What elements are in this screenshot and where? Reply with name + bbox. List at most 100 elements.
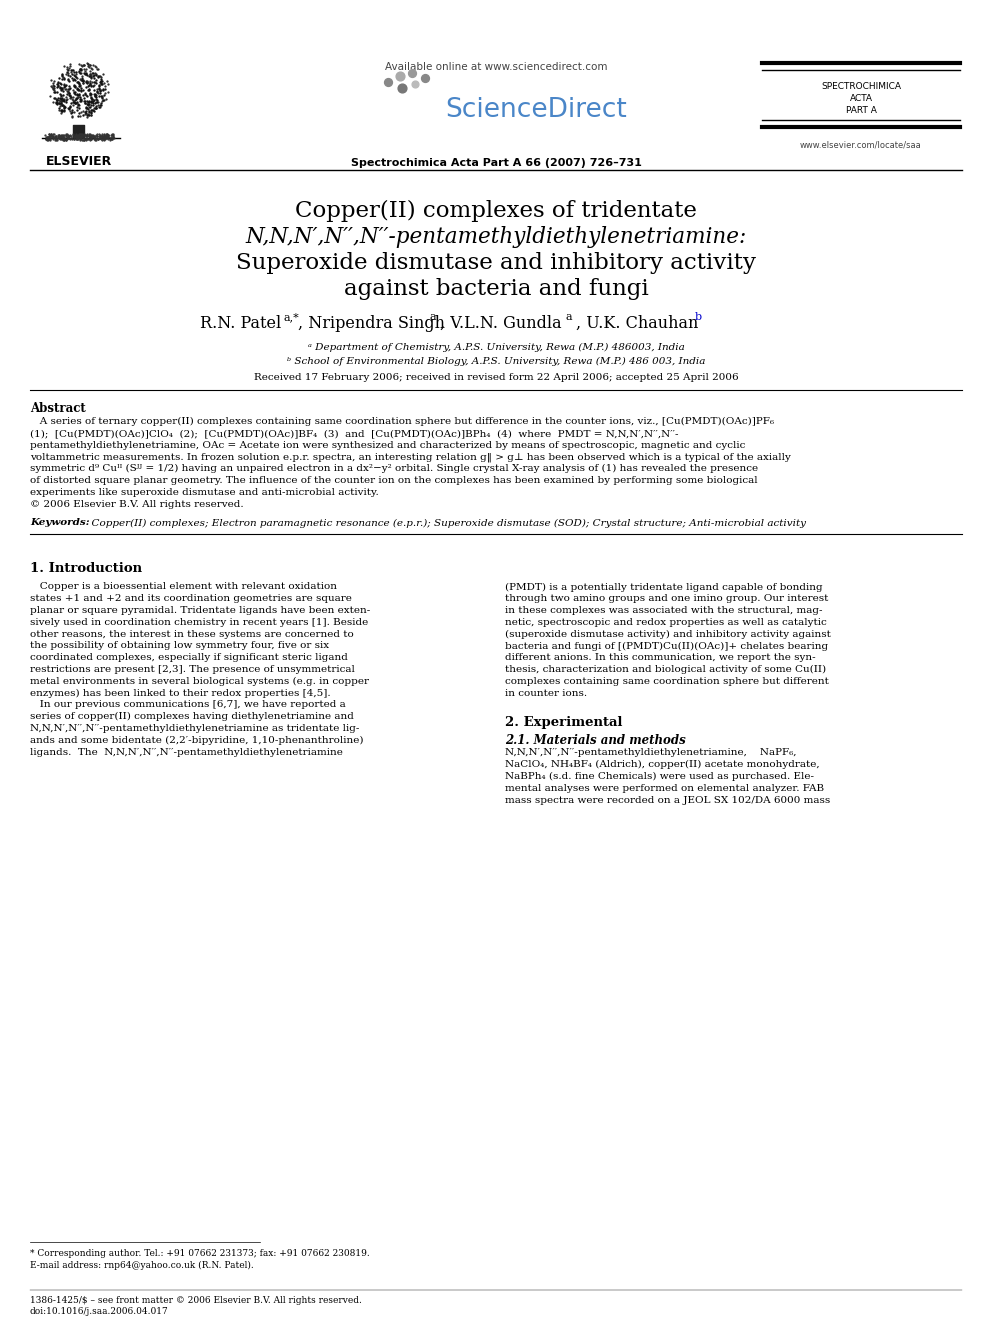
Point — [44, 126, 60, 147]
Point — [73, 89, 89, 110]
Text: doi:10.1016/j.saa.2006.04.017: doi:10.1016/j.saa.2006.04.017 — [30, 1307, 169, 1316]
Point — [82, 57, 98, 78]
Point — [93, 94, 109, 115]
Point — [56, 128, 71, 149]
Point — [65, 87, 81, 108]
Point — [93, 70, 109, 91]
Point — [65, 124, 81, 146]
Point — [104, 124, 120, 146]
Point — [47, 78, 62, 99]
Point — [88, 73, 104, 94]
Point — [65, 95, 81, 116]
Point — [55, 101, 70, 122]
Point — [96, 124, 112, 146]
Point — [82, 130, 98, 151]
Text: voltammetric measurements. In frozen solution e.p.r. spectra, an interesting rel: voltammetric measurements. In frozen sol… — [30, 452, 791, 462]
Point — [83, 83, 99, 105]
Point — [82, 73, 98, 94]
Point — [99, 127, 115, 148]
Point — [99, 124, 115, 146]
Point — [66, 91, 82, 112]
Point — [72, 69, 88, 90]
Point — [66, 126, 82, 147]
Point — [76, 91, 92, 112]
Point — [63, 89, 79, 110]
Point — [52, 87, 67, 108]
Text: * Corresponding author. Tel.: +91 07662 231373; fax: +91 07662 230819.: * Corresponding author. Tel.: +91 07662 … — [30, 1249, 370, 1258]
Point — [99, 124, 115, 146]
Point — [49, 127, 64, 148]
Point — [92, 126, 108, 147]
Point — [42, 127, 58, 148]
Point — [41, 126, 57, 147]
Point — [67, 93, 83, 114]
Point — [72, 128, 88, 149]
Point — [60, 62, 75, 83]
Text: mass spectra were recorded on a JEOL SX 102/DA 6000 mass: mass spectra were recorded on a JEOL SX … — [505, 795, 830, 804]
Point — [87, 57, 103, 78]
Point — [59, 128, 74, 149]
Point — [49, 127, 64, 148]
Point — [72, 81, 88, 102]
Point — [66, 83, 82, 105]
Point — [54, 126, 69, 147]
Point — [87, 86, 103, 107]
Point — [86, 74, 102, 95]
Point — [51, 90, 66, 111]
Point — [96, 78, 112, 99]
Point — [67, 64, 83, 85]
Point — [60, 89, 75, 110]
Point — [94, 126, 110, 147]
Point — [96, 128, 112, 149]
Text: Copper(II) complexes; Electron paramagnetic resonance (e.p.r.); Superoxide dismu: Copper(II) complexes; Electron paramagne… — [85, 519, 806, 528]
Point — [64, 106, 80, 127]
Point — [39, 126, 55, 147]
Point — [47, 126, 62, 147]
Point — [68, 124, 84, 146]
Point — [59, 126, 74, 147]
Point — [90, 82, 106, 103]
Point — [103, 127, 119, 148]
Point — [82, 126, 98, 147]
Point — [79, 106, 95, 127]
Point — [55, 78, 70, 99]
Point — [66, 128, 82, 149]
Point — [54, 99, 69, 120]
Point — [87, 128, 103, 149]
Point — [392, 65, 408, 86]
Point — [58, 90, 73, 111]
Point — [70, 126, 86, 147]
Point — [54, 90, 69, 111]
Point — [57, 126, 72, 147]
Point — [79, 65, 95, 86]
Point — [67, 127, 83, 148]
Point — [83, 66, 99, 87]
Point — [80, 53, 96, 74]
Point — [74, 70, 90, 91]
Point — [77, 64, 93, 85]
Point — [88, 97, 104, 118]
Point — [67, 126, 83, 147]
Text: N,N,N′,N′′,N′′-pentamethyldiethylenetriamine,    NaPF₆,: N,N,N′,N′′,N′′-pentamethyldiethylenetria… — [505, 749, 797, 757]
Point — [63, 86, 79, 107]
Point — [57, 56, 72, 77]
Point — [75, 124, 91, 146]
Point — [53, 93, 68, 114]
Point — [82, 61, 98, 82]
Point — [60, 57, 75, 78]
Point — [105, 126, 121, 147]
Text: ᵇ School of Environmental Biology, A.P.S. University, Rewa (M.P.) 486 003, India: ᵇ School of Environmental Biology, A.P.S… — [287, 357, 705, 366]
Point — [103, 124, 119, 146]
Point — [54, 124, 69, 146]
Point — [54, 101, 69, 122]
Point — [62, 124, 77, 146]
Point — [54, 89, 69, 110]
Point — [78, 85, 94, 106]
Point — [66, 65, 82, 86]
Point — [82, 82, 98, 103]
Point — [57, 101, 72, 122]
Point — [43, 123, 59, 144]
Point — [38, 128, 54, 149]
Point — [72, 128, 88, 149]
Point — [54, 128, 69, 149]
